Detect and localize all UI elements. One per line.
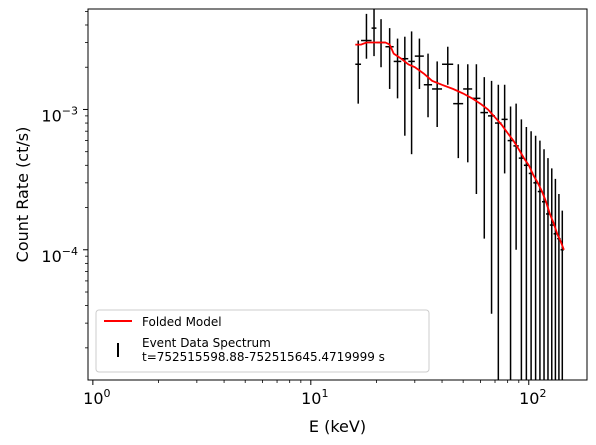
data-point — [480, 77, 488, 239]
x-tick-label-base: 10 — [301, 389, 321, 408]
data-point — [408, 31, 415, 155]
data-point — [393, 38, 402, 99]
model-series — [355, 41, 565, 251]
x-tick-label: 101 — [301, 387, 328, 408]
data-point — [371, 9, 377, 57]
x-tick-label: 100 — [83, 387, 110, 408]
y-tick-label-exponent: −4 — [62, 245, 78, 258]
data-point — [463, 64, 473, 163]
y-tick-label-base: 10 — [41, 247, 61, 266]
x-tick-label: 102 — [519, 387, 546, 408]
x-tick-label-exponent: 0 — [104, 387, 111, 400]
x-tick-label-base: 10 — [83, 389, 103, 408]
legend-data-sublabel: t=752515598.88-752515645.4719999 s — [142, 350, 385, 364]
legend-model-label: Folded Model — [142, 315, 222, 329]
data-point — [414, 38, 424, 89]
y-tick-label: 10−4 — [41, 245, 78, 266]
x-tick-label-exponent: 1 — [321, 387, 328, 400]
x-tick-label-base: 10 — [519, 389, 539, 408]
axes-frame — [87, 8, 588, 381]
model-line — [355, 41, 565, 251]
data-point — [549, 168, 554, 380]
y-tick-label: 10−3 — [41, 104, 78, 125]
data-point — [361, 13, 372, 59]
y-axis-label: Count Rate (ct/s) — [13, 127, 32, 263]
data-point — [423, 53, 433, 118]
plot-area — [87, 8, 588, 381]
y-tick-label-base: 10 — [41, 106, 61, 125]
data-point — [453, 64, 464, 159]
data-point — [442, 46, 454, 85]
x-axis-label: E (keV) — [309, 417, 366, 436]
data-point — [355, 40, 362, 104]
x-tick-label-exponent: 2 — [539, 387, 546, 400]
legend-frame — [95, 309, 430, 373]
data-point — [385, 28, 394, 89]
legend-data-label: Event Data Spectrum — [142, 336, 271, 350]
y-tick-label-exponent: −3 — [62, 104, 78, 117]
legend: Folded Model Event Data Spectrum t=75251… — [95, 309, 430, 373]
data-point — [432, 61, 443, 127]
